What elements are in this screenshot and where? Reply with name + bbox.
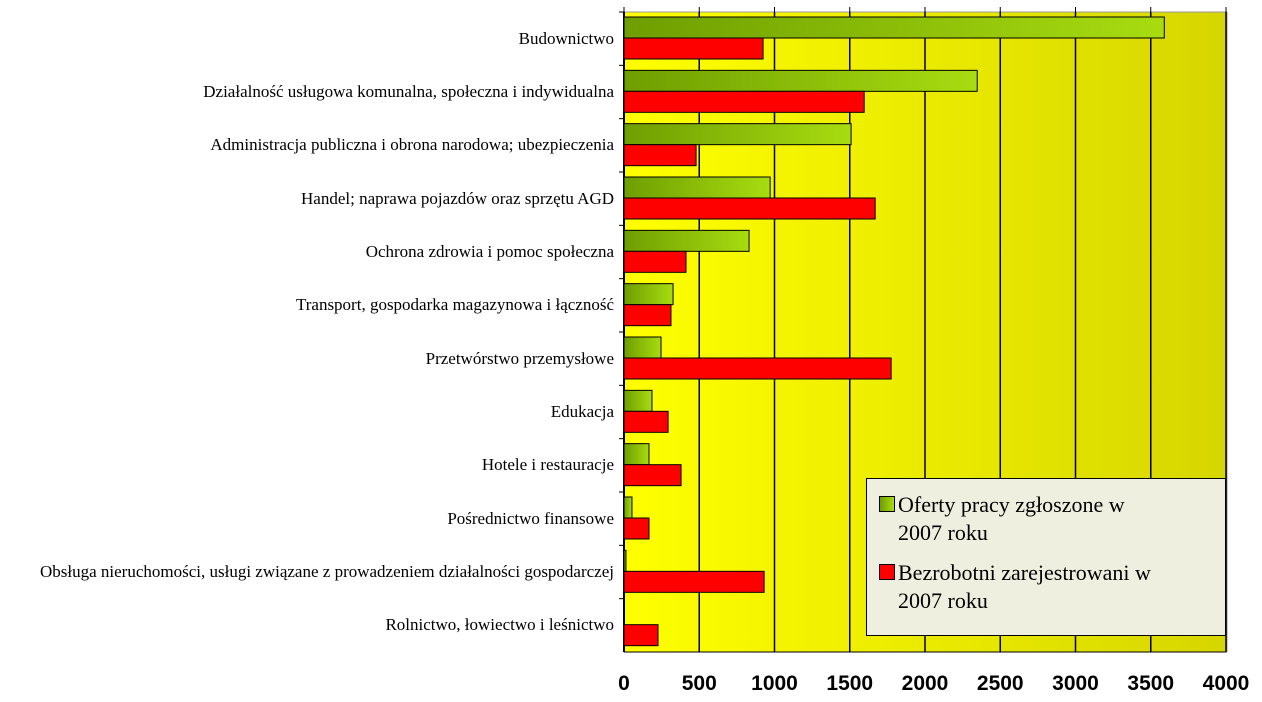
legend-label: Bezrobotni zarejestrowani w 2007 roku [898,560,1151,613]
category-text: Hotele i restauracje [481,455,614,475]
bar [623,570,765,593]
category-text: Działalność usługowa komunalna, społeczn… [203,81,614,101]
x-tick-label: 3000 [1052,672,1099,695]
x-tick-label: 500 [682,672,717,695]
x-tick-label: 2000 [902,672,949,695]
category-text: Handel; naprawa pojazdów oraz sprzętu AG… [301,188,614,208]
bar [623,250,687,273]
bar [623,176,771,199]
bar [623,443,650,466]
bar [623,410,669,433]
category-label: Obsługa nieruchomości, usługi związane z… [0,545,614,598]
category-label: Edukacja [0,385,614,438]
bar [623,464,682,487]
category-text: Pośrednictwo finansowe [447,508,614,528]
category-text: Rolnictwo, łowiectwo i leśnictwo [385,615,614,635]
legend-swatch [879,564,895,580]
bar [623,389,653,412]
category-label: Hotele i restauracje [0,439,614,492]
bar [623,517,650,540]
category-text: Administracja publiczna i obrona narodow… [210,135,614,155]
bar [623,16,1165,39]
category-label: Handel; naprawa pojazdów oraz sprzętu AG… [0,172,614,225]
x-tick-label: 3500 [1127,672,1174,695]
bar [623,304,672,327]
bar [623,229,750,252]
bar [623,496,633,519]
bar [623,123,852,146]
legend-swatch [879,496,895,512]
bar [623,69,978,92]
legend-item: Oferty pracy zgłoszone w 2007 roku [879,491,1225,547]
bar [623,336,662,359]
legend-item: Bezrobotni zarejestrowani w 2007 roku [879,559,1225,615]
category-label: Budownictwo [0,12,614,65]
x-tick-label: 1000 [751,672,798,695]
bar [623,357,892,380]
bar [623,197,876,220]
bar [623,283,674,306]
category-text: Przetwórstwo przemysłowe [425,348,614,368]
bar [623,624,659,647]
bar [623,549,627,572]
category-label: Transport, gospodarka magazynowa i łączn… [0,279,614,332]
category-label: Ochrona zdrowia i pomoc społeczna [0,225,614,278]
x-tick-label: 4000 [1203,672,1250,695]
category-label: Administracja publiczna i obrona narodow… [0,119,614,172]
bar [623,144,697,167]
x-tick-label: 0 [618,672,630,695]
category-text: Budownictwo [518,28,614,48]
category-label: Przetwórstwo przemysłowe [0,332,614,385]
category-text: Transport, gospodarka magazynowa i łączn… [295,295,614,315]
x-tick-label: 1500 [826,672,873,695]
bar [623,37,764,60]
category-label: Działalność usługowa komunalna, społeczn… [0,65,614,118]
bar [623,90,865,113]
category-text: Ochrona zdrowia i pomoc społeczna [365,241,614,261]
category-label: Pośrednictwo finansowe [0,492,614,545]
category-label: Rolnictwo, łowiectwo i leśnictwo [0,599,614,652]
category-text: Edukacja [550,401,614,421]
legend-label: Oferty pracy zgłoszone w 2007 roku [898,492,1125,545]
category-text: Obsługa nieruchomości, usługi związane z… [39,561,614,581]
x-tick-label: 2500 [977,672,1024,695]
legend: Oferty pracy zgłoszone w 2007 roku Bezrob… [866,478,1226,636]
